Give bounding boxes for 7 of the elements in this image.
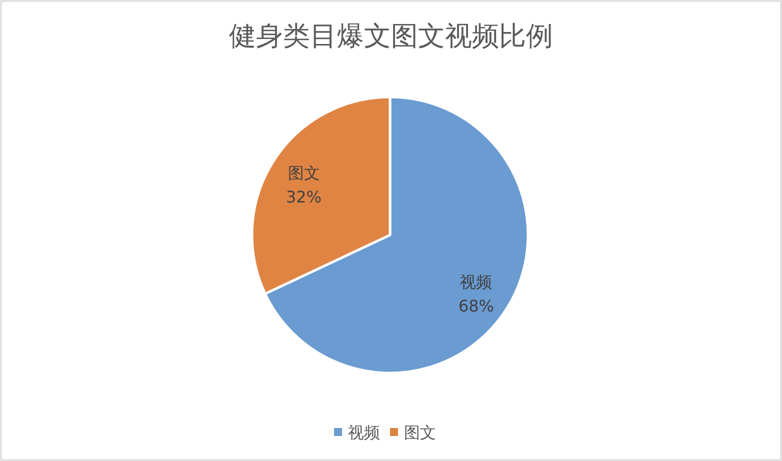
data-label: 68% [458,296,494,316]
legend-label: 视频 [348,423,380,442]
slice-label: 视频 [460,272,492,292]
chart-title: 健身类目爆文图文视频比例 [229,21,553,52]
data-label: 32% [286,187,322,206]
slice-label: 图文 [288,163,320,182]
legend-label: 图文 [404,423,436,442]
